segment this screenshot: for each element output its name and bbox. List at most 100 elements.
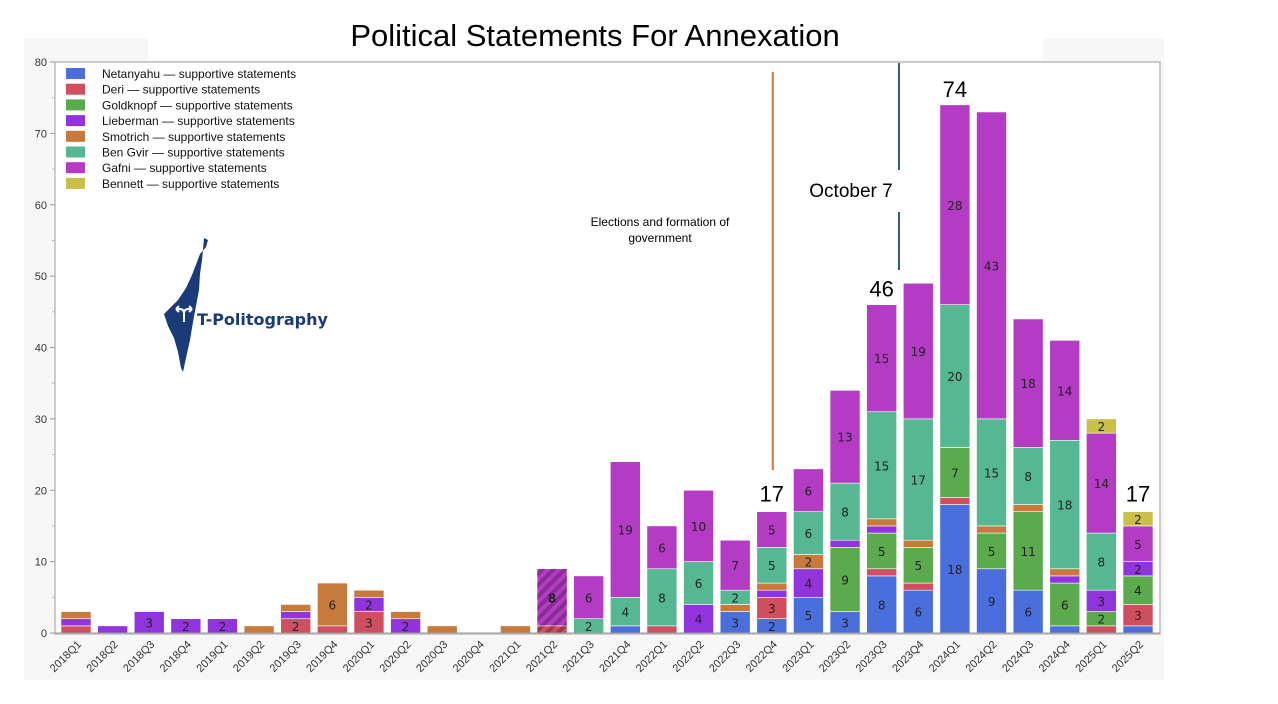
y-tick-label: 60 xyxy=(35,200,47,212)
bar-segment xyxy=(1049,568,1081,577)
bar-segment xyxy=(1049,625,1081,634)
segment-value-label: 3 xyxy=(145,616,153,630)
segment-value-label: 8 xyxy=(548,591,556,605)
segment-value-label: 15 xyxy=(874,459,889,473)
segment-value-label: 11 xyxy=(1020,545,1035,559)
segment-value-label: 8 xyxy=(878,598,886,612)
bar-segment xyxy=(976,418,1007,527)
segment-value-label: 18 xyxy=(1020,377,1035,391)
segment-value-label: 2 xyxy=(219,620,227,634)
legend-swatch xyxy=(66,146,85,158)
bar-segment xyxy=(353,589,385,598)
segment-value-label: 14 xyxy=(1057,384,1072,398)
legend-entry: Smotrich — supportive statements xyxy=(102,130,285,144)
segment-value-label: 5 xyxy=(914,559,922,573)
segment-value-label: 6 xyxy=(1024,606,1032,620)
segment-value-label: 4 xyxy=(1134,584,1142,598)
bar-segment xyxy=(1086,625,1117,634)
segment-value-label: 18 xyxy=(1057,499,1072,513)
y-tick-label: 80 xyxy=(35,57,47,69)
x-tick-label: 2025Q1 xyxy=(1073,639,1109,675)
bar-segment xyxy=(866,518,897,527)
segment-value-label: 5 xyxy=(805,609,813,623)
bar-segment xyxy=(280,604,312,612)
total-highlight-label: 17 xyxy=(1126,482,1150,507)
bar-segment xyxy=(756,589,788,598)
x-tick-label: 2018Q3 xyxy=(121,639,157,675)
x-tick-label: 2021Q2 xyxy=(524,639,560,675)
segment-value-label: 2 xyxy=(1098,420,1106,434)
x-tick-label: 2022Q2 xyxy=(671,639,707,675)
segment-value-label: 15 xyxy=(874,352,889,366)
segment-value-label: 4 xyxy=(695,613,703,627)
bar-segment xyxy=(902,539,934,548)
legend-swatch xyxy=(66,68,85,79)
logo: T-Politography xyxy=(164,238,329,372)
bar-segment xyxy=(610,625,641,634)
fork-icon xyxy=(175,305,193,322)
bar-segment xyxy=(756,511,788,548)
segment-value-label: 8 xyxy=(1024,470,1032,484)
bar-segment xyxy=(829,482,861,541)
x-tick-label: 2018Q1 xyxy=(48,639,84,675)
segment-value-label: 2 xyxy=(805,556,813,570)
chart-title: Political Statements For Annexation xyxy=(350,18,840,53)
x-tick-label: 2019Q1 xyxy=(194,639,230,675)
october7-label: October 7 xyxy=(809,181,892,202)
segment-value-label: 6 xyxy=(1061,598,1069,612)
segment-value-label: 5 xyxy=(768,559,776,573)
y-tick-label: 0 xyxy=(41,628,47,640)
segment-value-label: 6 xyxy=(695,577,703,591)
bar-segment xyxy=(683,604,714,634)
bar-segment xyxy=(683,489,714,562)
bar-segment xyxy=(60,618,92,627)
bar-segment xyxy=(1012,318,1044,448)
elections-label-line2: government xyxy=(628,231,692,245)
bar-segment xyxy=(317,625,348,634)
bar-segment xyxy=(280,611,312,620)
segment-value-label: 6 xyxy=(805,484,813,498)
bar-segment xyxy=(939,304,971,448)
segment-value-label: 6 xyxy=(914,606,922,620)
segment-value-label: 9 xyxy=(841,573,849,587)
bar-segment xyxy=(390,611,421,620)
segment-value-label: 10 xyxy=(691,520,706,534)
segment-value-label: 3 xyxy=(1134,609,1142,623)
bar-segment xyxy=(1049,575,1081,584)
x-tick-label: 2024Q1 xyxy=(927,639,963,675)
segment-value-label: 18 xyxy=(947,563,962,577)
segment-value-label: 2 xyxy=(1134,563,1142,577)
x-tick-label: 2020Q3 xyxy=(414,639,450,675)
x-tick-label: 2020Q2 xyxy=(378,639,414,675)
bar-segment xyxy=(610,597,641,627)
bar-segment xyxy=(866,532,897,570)
bar-segment xyxy=(1012,511,1044,591)
bar-segment xyxy=(939,447,971,498)
total-highlight-label: 46 xyxy=(869,277,893,302)
x-tick-label: 2021Q1 xyxy=(487,639,523,675)
bar-segment xyxy=(1122,625,1154,634)
bar-segment xyxy=(97,625,128,634)
x-tick-label: 2019Q3 xyxy=(268,639,304,675)
segment-value-label: 3 xyxy=(841,616,849,630)
bar-segment xyxy=(426,625,458,634)
bar-segment xyxy=(866,411,897,520)
x-tick-label: 2024Q4 xyxy=(1037,639,1073,675)
bar-segment xyxy=(719,604,751,612)
bar-segment xyxy=(500,625,531,634)
bar-segment xyxy=(829,539,861,548)
x-tick-label: 2023Q4 xyxy=(890,639,926,675)
segment-value-label: 2 xyxy=(1134,513,1142,527)
legend-swatch xyxy=(66,83,85,95)
segment-value-label: 28 xyxy=(947,199,962,213)
bar-segment xyxy=(60,625,92,634)
bar-segment xyxy=(829,547,861,612)
segment-value-label: 14 xyxy=(1094,477,1109,491)
x-tick-label: 2019Q2 xyxy=(231,639,267,675)
annotations: Elections and formation of government Oc… xyxy=(591,63,900,470)
segment-value-label: 2 xyxy=(1098,613,1106,627)
bars: 3 2 2 2632282641986461032723555426639813851… xyxy=(60,104,1154,634)
bar-segment xyxy=(1049,340,1081,441)
y-tick-label: 50 xyxy=(35,271,47,283)
bar-segment xyxy=(866,525,897,534)
